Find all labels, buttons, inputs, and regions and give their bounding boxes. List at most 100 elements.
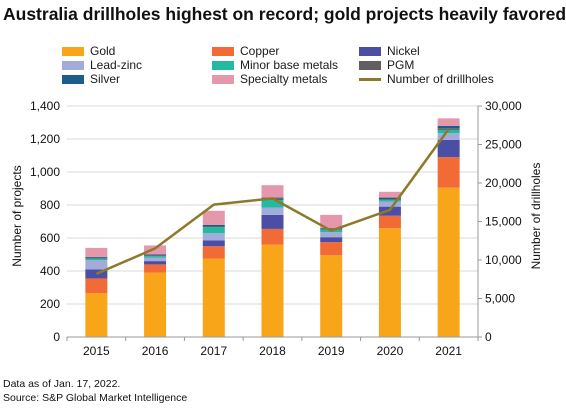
x-tick-label: 2019 [318,344,345,358]
legend-item-silver: Silver [62,72,120,86]
x-tick-label: 2016 [142,344,169,358]
bar-pgm-2016 [144,255,167,257]
footer-notes: Data as of Jan. 17, 2022. Source: S&P Gl… [3,377,187,405]
legend-label: Lead-zinc [90,58,143,72]
bar-gold-2017 [202,258,225,337]
y-tick-label: 1,000 [30,165,60,179]
legend-label: Minor base metals [240,58,339,72]
drillholes-line-layer [95,128,450,276]
x-tick-label: 2020 [377,344,404,358]
bar-silver-2019 [320,228,343,229]
bar-copper-2016 [144,264,167,273]
bar-gold-2016 [144,272,167,337]
legend-item-minor-base-metals: Minor base metals [212,58,338,72]
y2-tick-label: 10,000 [485,253,522,267]
legend-item-number-of-drillholes: Number of drillholes [359,72,494,86]
legend-swatch [359,77,381,81]
legend-item-pgm: PGM [359,58,414,72]
y-axis-left-title: Number of projects [10,165,24,266]
bar-copper-2015 [85,278,108,294]
y-tick-label: 1,200 [30,132,60,146]
legend-item-specialty-metals: Specialty metals [212,72,327,86]
x-tick-label: 2018 [259,344,286,358]
bar-minor-base-metals-2015 [85,258,108,261]
bar-specialty-metals-2019 [320,214,343,229]
bar-lead-zinc-2018 [261,207,284,215]
y2-tick-label: 20,000 [485,176,522,190]
bar-specialty-metals-2018 [261,185,284,198]
legend-item-lead-zinc: Lead-zinc [62,58,142,72]
legend-swatch [212,46,234,56]
bar-nickel-2017 [202,240,225,247]
bar-pgm-2020 [378,199,401,201]
bar-copper-2018 [261,228,284,245]
legend-label: Specialty metals [240,72,328,86]
bar-lead-zinc-2017 [202,233,225,241]
legend-item-copper: Copper [212,44,279,58]
bar-silver-2021 [437,125,460,129]
legend-swatch [62,60,84,70]
bar-gold-2018 [261,244,284,337]
x-tick-label: 2017 [200,344,227,358]
bar-specialty-metals-2017 [202,210,225,225]
y2-tick-label: 5,000 [485,292,515,306]
bar-lead-zinc-2020 [378,201,401,207]
y-tick-label: 400 [40,264,60,278]
bar-silver-2015 [85,256,108,258]
bar-copper-2021 [437,157,460,188]
bar-copper-2020 [378,215,401,229]
bar-specialty-metals-2015 [85,247,108,257]
y2-tick-label: 25,000 [485,138,522,152]
bar-specialty-metals-2021 [437,118,460,126]
bar-copper-2017 [202,246,225,259]
bar-specialty-metals-2016 [144,245,167,255]
y-tick-label: 800 [40,198,60,212]
bar-minor-base-metals-2020 [378,200,401,202]
legend-label: Gold [90,44,116,58]
bar-minor-base-metals-2017 [202,227,225,234]
bar-gold-2015 [85,293,108,337]
data-note: Data as of Jan. 17, 2022. [3,378,121,390]
bar-lead-zinc-2016 [144,257,167,262]
bar-specialty-metals-2020 [378,191,401,198]
legend-swatch [62,46,84,56]
y2-tick-label: 15,000 [485,215,522,229]
source-note: Source: S&P Global Market Intelligence [3,392,188,404]
y-axis-right-title: Number of drillholes [529,163,543,270]
bar-lead-zinc-2019 [320,232,343,238]
legend-label: Nickel [387,44,420,58]
x-tick-label: 2021 [435,344,462,358]
bar-silver-2016 [144,254,167,256]
y-tick-label: 0 [53,330,60,344]
y2-tick-label: 30,000 [485,99,522,113]
y2-tick-label: 0 [485,330,492,344]
bar-copper-2019 [320,242,343,256]
bar-nickel-2019 [320,237,343,243]
legend-item-nickel: Nickel [359,44,420,58]
legend-swatch [359,46,381,56]
y-tick-label: 600 [40,231,60,245]
bar-minor-base-metals-2021 [437,129,460,134]
legend-swatch [212,60,234,70]
bar-silver-2017 [202,224,225,227]
bar-gold-2021 [437,187,460,337]
bar-nickel-2016 [144,261,167,265]
x-tick-label: 2015 [83,344,110,358]
bar-silver-2020 [378,197,401,200]
y-tick-label: 200 [40,297,60,311]
legend-item-gold: Gold [62,44,115,58]
bar-lead-zinc-2015 [85,260,108,270]
bar-lead-zinc-2021 [437,133,460,140]
axes: 0 200 400 600 800 1,000 1,200 1,400 0 5,000 10,000… [30,99,522,358]
bar-gold-2020 [378,228,401,337]
legend-swatch [62,74,84,84]
legend-label: PGM [387,58,415,72]
legend-label: Copper [240,44,280,58]
bar-gold-2019 [320,255,343,337]
legend-label: Number of drillholes [387,72,494,86]
bar-minor-base-metals-2016 [144,256,167,258]
chart-title: Australia drillholes highest on record; … [3,4,566,24]
legend-swatch [359,60,381,70]
